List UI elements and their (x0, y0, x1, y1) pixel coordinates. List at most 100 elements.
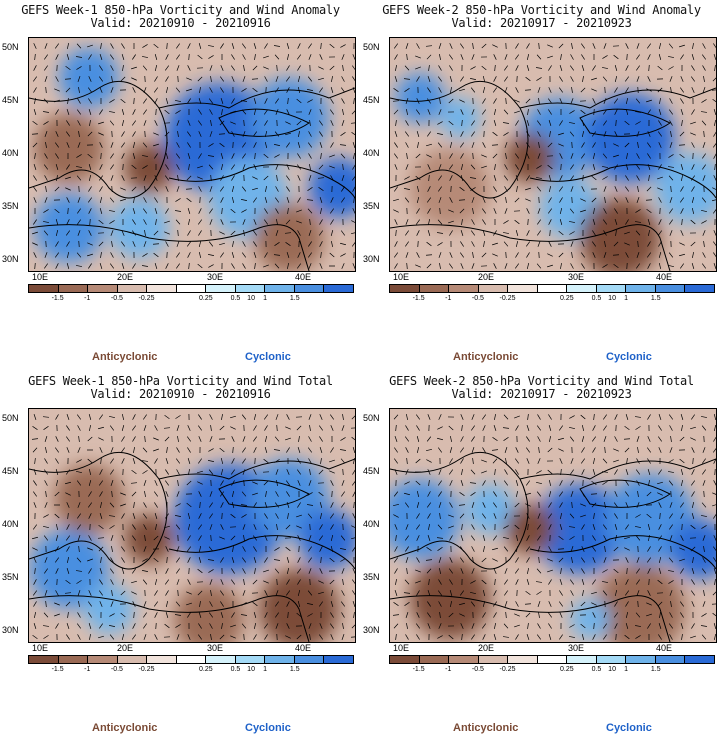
colorbar-label: -1.5 (51, 295, 64, 302)
latitude-label: 35N (2, 572, 19, 582)
longitude-label: 10E (32, 272, 49, 282)
colorbar-label: 0.25 (560, 295, 574, 302)
colorbar-label: -1.5 (412, 666, 425, 673)
latitude-label: 45N (2, 466, 19, 476)
colorbar-label: -0.25 (138, 666, 155, 673)
colorbar-swatch (567, 656, 597, 663)
colorbar-label: -0.25 (499, 666, 516, 673)
panel-week2-total: GEFS Week-2 850-hPa Vorticity and Wind T… (361, 371, 722, 742)
colorbar-scale-note: 10 (608, 295, 616, 302)
panel-valid-dates: Valid: 20210917 - 20210923 (451, 387, 632, 401)
longitude-label: 10E (393, 272, 410, 282)
vorticity-map (28, 37, 356, 272)
colorbar-label: -1.5 (412, 295, 425, 302)
colorbar-swatch (29, 656, 59, 663)
colorbar-swatch (419, 656, 450, 663)
colorbar-swatch (294, 656, 325, 663)
colorbar-swatch (324, 285, 354, 292)
latitude-label: 50N (363, 42, 380, 52)
panel-title: GEFS Week-1 850-hPa Vorticity and Wind T… (28, 374, 333, 388)
colorbar-label: 0.5 (591, 666, 602, 673)
longitude-label: 30E (207, 643, 224, 653)
colorbar-swatch (626, 285, 656, 292)
colorbar-swatch (206, 656, 236, 663)
longitude-label: 30E (568, 643, 585, 653)
panel-title: GEFS Week-2 850-hPa Vorticity and Wind A… (382, 3, 701, 17)
colorbar-swatch (147, 656, 177, 663)
legend-anticyclonic: Anticyclonic (453, 722, 519, 734)
colorbar-label: -0.25 (499, 295, 516, 302)
panel-valid-dates: Valid: 20210917 - 20210923 (451, 16, 632, 30)
longitude-label: 30E (207, 272, 224, 282)
colorbar-label: 1.5 (650, 666, 661, 673)
legend-anticyclonic: Anticyclonic (453, 351, 519, 363)
colorbar-label: 0.25 (199, 666, 213, 673)
colorbar-swatch (176, 285, 207, 292)
longitude-label: 10E (393, 643, 410, 653)
colorbar-swatch (117, 656, 148, 663)
colorbar-swatch (596, 285, 627, 292)
colorbar-swatch (567, 285, 597, 292)
colorbar-swatch (390, 285, 420, 292)
colorbar-swatch (265, 656, 295, 663)
longitude-label: 40E (295, 272, 312, 282)
legend-cyclonic: Cyclonic (245, 351, 291, 363)
colorbar-label: 0.5 (230, 295, 241, 302)
latitude-label: 40N (363, 148, 380, 158)
colorbar-swatch (508, 656, 538, 663)
colorbar-swatch (390, 656, 420, 663)
colorbar-swatch (419, 285, 450, 292)
colorbar-swatch (147, 285, 177, 292)
colorbar-swatch (58, 656, 89, 663)
colorbar (28, 284, 354, 293)
latitude-label: 35N (363, 201, 380, 211)
colorbar-scale-note: 10 (608, 666, 616, 673)
colorbar-label: -1.5 (51, 666, 64, 673)
colorbar-swatch (58, 285, 89, 292)
colorbar-swatch (176, 656, 207, 663)
panel-valid-dates: Valid: 20210910 - 20210916 (90, 387, 271, 401)
panel-title: GEFS Week-1 850-hPa Vorticity and Wind A… (21, 3, 340, 17)
legend-anticyclonic: Anticyclonic (92, 722, 158, 734)
colorbar-label: -1 (84, 295, 91, 302)
panel-week1-anomaly: GEFS Week-1 850-hPa Vorticity and Wind A… (0, 0, 361, 371)
longitude-label: 20E (478, 643, 495, 653)
colorbar (389, 655, 715, 664)
colorbar-label: 1 (624, 295, 629, 302)
colorbar-label: -1 (445, 666, 452, 673)
colorbar-label: -0.5 (110, 295, 123, 302)
colorbar-label: -1 (445, 295, 452, 302)
legend-cyclonic: Cyclonic (606, 722, 652, 734)
longitude-label: 40E (656, 643, 673, 653)
longitude-label: 40E (656, 272, 673, 282)
colorbar-label: -1 (84, 666, 91, 673)
colorbar-swatch (478, 656, 509, 663)
colorbar-label: 0.5 (230, 666, 241, 673)
latitude-label: 30N (2, 625, 19, 635)
latitude-label: 45N (363, 95, 380, 105)
colorbar-label: 1 (263, 295, 268, 302)
colorbar-swatch (655, 656, 686, 663)
legend-cyclonic: Cyclonic (606, 351, 652, 363)
colorbar-swatch (596, 656, 627, 663)
latitude-label: 30N (2, 254, 19, 264)
panel-week2-anomaly: GEFS Week-2 850-hPa Vorticity and Wind A… (361, 0, 722, 371)
colorbar-label: -0.5 (471, 295, 484, 302)
longitude-label: 20E (117, 643, 134, 653)
colorbar-swatch (117, 285, 148, 292)
colorbar-swatch (88, 285, 118, 292)
longitude-label: 10E (32, 643, 49, 653)
colorbar-swatch (537, 656, 568, 663)
colorbar-swatch (508, 285, 538, 292)
colorbar-swatch (29, 285, 59, 292)
latitude-label: 40N (2, 148, 19, 158)
latitude-label: 50N (363, 413, 380, 423)
vorticity-map (389, 37, 717, 272)
colorbar-swatch (537, 285, 568, 292)
latitude-label: 45N (2, 95, 19, 105)
colorbar-label: 1.5 (289, 666, 300, 673)
colorbar-swatch (88, 656, 118, 663)
latitude-label: 30N (363, 625, 380, 635)
colorbar-scale-note: 10 (247, 666, 255, 673)
colorbar-label: -0.5 (110, 666, 123, 673)
